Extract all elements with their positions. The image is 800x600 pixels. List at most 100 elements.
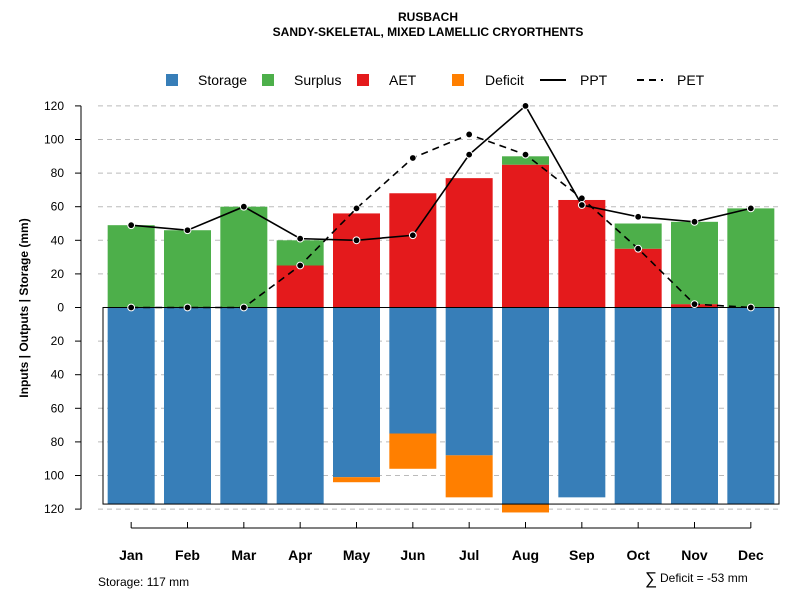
chart-title: RUSBACH	[398, 10, 458, 24]
surplus-bar-aug	[502, 156, 549, 165]
pet-point-dec	[746, 303, 755, 312]
x-tick-label-nov: Nov	[681, 547, 708, 563]
storage-bar-nov	[671, 307, 718, 505]
y-tick-label: 0	[57, 301, 64, 315]
x-tick-label-may: May	[343, 547, 370, 563]
storage-bar-aug	[502, 307, 549, 505]
series-lines	[127, 102, 755, 312]
ppt-point-apr	[296, 234, 305, 243]
storage-bar-oct	[614, 307, 662, 505]
pet-point-mar	[239, 303, 248, 312]
surplus-bar-apr	[276, 240, 324, 266]
y-tick-label: 40	[51, 233, 65, 247]
y-tick-label: 60	[51, 401, 65, 415]
storage-bar-feb	[164, 307, 211, 505]
x-tick-label-dec: Dec	[738, 547, 764, 563]
pet-point-apr	[296, 261, 305, 270]
y-tick-label: 60	[51, 200, 65, 214]
deficit-bar-aug	[502, 504, 549, 513]
x-tick-label-jul: Jul	[459, 547, 479, 563]
pet-point-aug	[521, 150, 530, 159]
aet-bar-jul	[445, 178, 493, 308]
ppt-line	[131, 104, 752, 242]
ppt-point-mar	[239, 202, 248, 211]
chart-subtitle: SANDY-SKELETAL, MIXED LAMELLIC CRYORTHEN…	[273, 25, 584, 39]
deficit-bar-may	[333, 477, 380, 483]
storage-bar-jan	[107, 307, 155, 505]
deficit-bar-jun	[389, 433, 437, 469]
legend-label-deficit: Deficit	[485, 72, 524, 88]
aet-bar-may	[333, 213, 380, 308]
legend-label-aet: AET	[389, 72, 417, 88]
pet-point-feb	[183, 303, 192, 312]
storage-footer: Storage: 117 mm	[98, 575, 189, 589]
surplus-bar-mar	[220, 206, 268, 308]
ppt-point-jan	[127, 221, 136, 230]
grid-lines	[98, 105, 779, 510]
aet-bar-oct	[614, 248, 662, 308]
storage-bar-apr	[276, 307, 324, 505]
pet-point-jul	[465, 130, 474, 139]
x-tick-label-apr: Apr	[288, 547, 313, 563]
legend-swatch-storage	[166, 74, 178, 86]
storage-bar-mar	[220, 307, 268, 505]
x-tick-label-sep: Sep	[569, 547, 595, 563]
axes: 120 100 80 60 40 20 0 20 40 60 80 100 120 Jan Feb Mar Ap…	[44, 99, 764, 563]
storage-bar-jun	[389, 307, 437, 434]
x-tick-label-mar: Mar	[231, 547, 256, 563]
y-tick-label: 20	[51, 334, 65, 348]
ppt-point-may	[352, 236, 361, 245]
y-tick-label: 120	[44, 502, 64, 516]
pet-point-may	[352, 204, 361, 213]
y-axis-title: Inputs | Outputs | Storage (mm)	[17, 218, 31, 397]
y-tick-label: 40	[51, 368, 65, 382]
legend-label-ppt: PPT	[580, 72, 608, 88]
legend-label-pet: PET	[677, 72, 705, 88]
ppt-point-aug	[521, 102, 530, 110]
x-tick-label-jan: Jan	[119, 547, 143, 563]
ppt-point-nov	[690, 217, 699, 226]
x-tick-label-aug: Aug	[512, 547, 539, 563]
legend-swatch-surplus	[262, 74, 274, 86]
ppt-point-oct	[634, 212, 643, 221]
deficit-footer: Deficit = -53 mm	[660, 571, 748, 585]
surplus-bar-jan	[107, 225, 155, 308]
legend-swatch-deficit	[452, 74, 464, 86]
storage-bar-sep	[558, 307, 606, 498]
x-tick-label-feb: Feb	[175, 547, 200, 563]
aet-bar-aug	[502, 164, 549, 308]
surplus-bar-oct	[614, 223, 662, 249]
x-tick-label-oct: Oct	[626, 547, 650, 563]
y-tick-label: 120	[44, 99, 64, 113]
pet-point-jun	[408, 154, 417, 162]
y-tick-label: 20	[51, 267, 65, 281]
ppt-point-feb	[183, 226, 192, 235]
surplus-bar-dec	[727, 208, 775, 308]
ppt-point-jun	[408, 231, 417, 240]
sum-symbol: ∑	[645, 569, 657, 588]
ppt-point-dec	[746, 204, 755, 213]
y-tick-label: 80	[51, 435, 65, 449]
legend: Storage Surplus AET Deficit PPT PET	[166, 72, 705, 88]
deficit-bar-jul	[445, 455, 493, 498]
legend-label-storage: Storage	[198, 72, 247, 88]
pet-point-jan	[127, 303, 136, 312]
x-tick-label-jun: Jun	[400, 547, 425, 563]
pet-point-nov	[690, 300, 699, 309]
y-tick-label: 100	[44, 469, 64, 483]
ppt-point-jul	[465, 150, 474, 159]
storage-bar-jul	[445, 307, 493, 456]
storage-bar-dec	[727, 307, 775, 505]
legend-swatch-aet	[357, 74, 369, 86]
pet-point-oct	[634, 244, 643, 253]
surplus-bar-feb	[164, 230, 211, 308]
ppt-point-sep	[577, 201, 586, 209]
y-tick-label: 100	[44, 133, 64, 147]
y-tick-label: 80	[51, 166, 65, 180]
aet-bar-sep	[558, 199, 606, 308]
bars	[107, 156, 775, 513]
aet-bar-apr	[276, 265, 324, 308]
storage-bar-may	[333, 307, 380, 478]
surplus-bar-nov	[671, 221, 718, 305]
